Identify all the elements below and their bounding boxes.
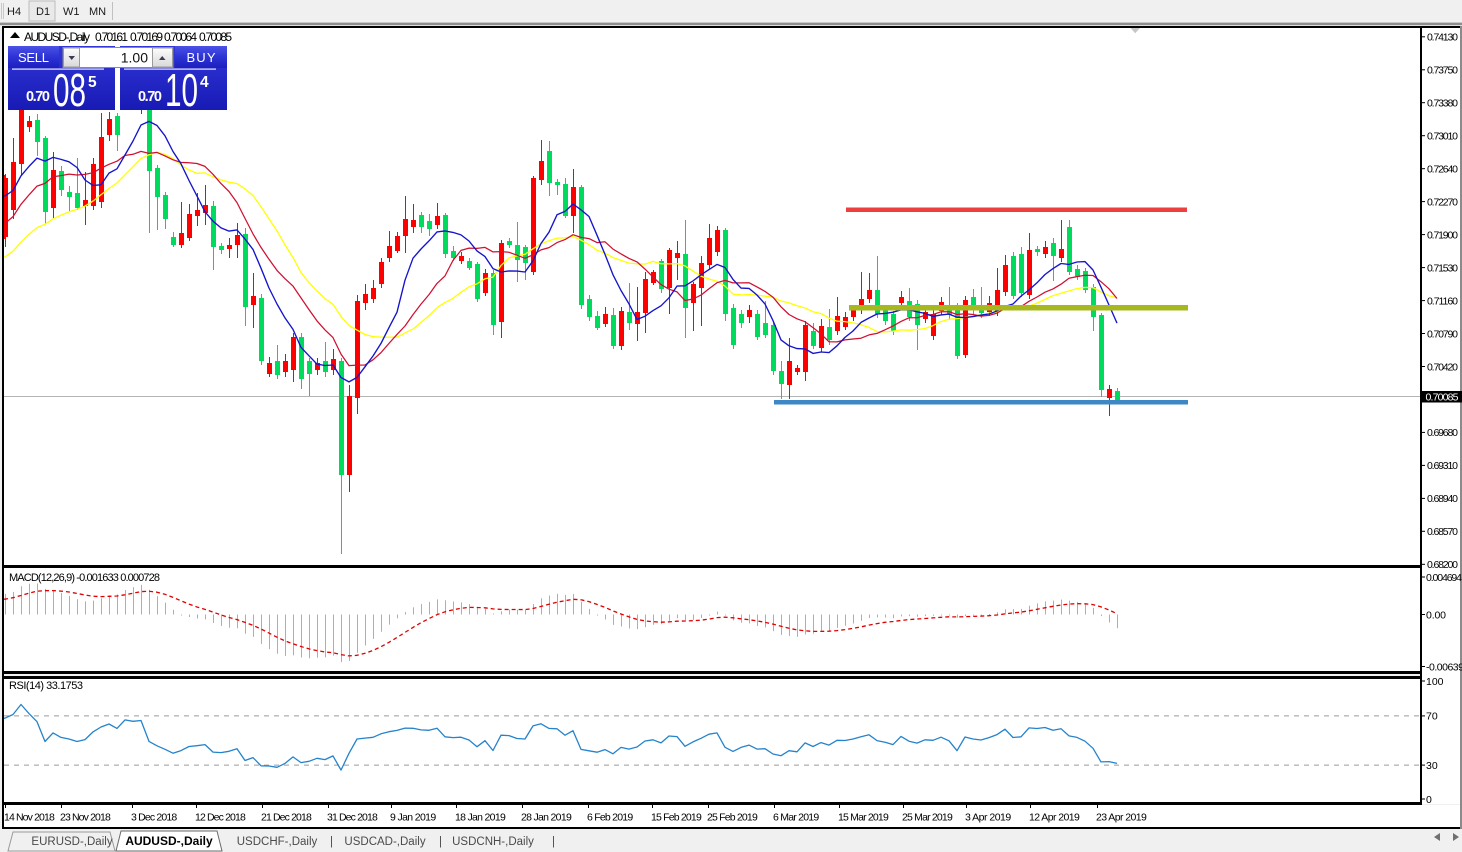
- svg-text:0.71530: 0.71530: [1427, 262, 1458, 274]
- svg-text:0.70161: 0.70161: [95, 30, 128, 44]
- svg-text:5: 5: [88, 74, 97, 91]
- svg-text:0.70169: 0.70169: [130, 30, 163, 44]
- svg-text:0.69310: 0.69310: [1427, 460, 1458, 472]
- svg-text:0.68940: 0.68940: [1427, 493, 1458, 505]
- svg-text:0.74130: 0.74130: [1427, 32, 1458, 44]
- svg-text:BUY: BUY: [187, 50, 216, 65]
- svg-text:-0.00639: -0.00639: [1426, 661, 1462, 673]
- svg-text:AUDUSD-,Daily: AUDUSD-,Daily: [125, 834, 213, 848]
- svg-text:15 Feb 2019: 15 Feb 2019: [651, 812, 702, 824]
- svg-text:08: 08: [53, 64, 86, 116]
- svg-text:23 Nov 2018: 23 Nov 2018: [60, 812, 111, 824]
- svg-text:15 Mar 2019: 15 Mar 2019: [838, 812, 889, 824]
- svg-text:4: 4: [200, 74, 209, 91]
- svg-text:25 Mar 2019: 25 Mar 2019: [902, 812, 953, 824]
- svg-text:1.00: 1.00: [121, 50, 148, 66]
- svg-text:0.68200: 0.68200: [1427, 559, 1458, 571]
- svg-text:0.69680: 0.69680: [1427, 427, 1458, 439]
- svg-text:0.72270: 0.72270: [1427, 196, 1458, 208]
- svg-text:23 Apr 2019: 23 Apr 2019: [1096, 812, 1147, 824]
- svg-text:0.71160: 0.71160: [1427, 295, 1458, 307]
- svg-text:0.70064: 0.70064: [164, 30, 197, 44]
- svg-text:USDCAD-,Daily: USDCAD-,Daily: [344, 836, 425, 848]
- svg-text:0.70790: 0.70790: [1427, 328, 1458, 340]
- svg-text:12 Apr 2019: 12 Apr 2019: [1029, 812, 1080, 824]
- svg-text:70: 70: [1426, 711, 1438, 723]
- svg-text:0.73750: 0.73750: [1427, 65, 1458, 77]
- svg-text:0.70: 0.70: [138, 89, 162, 105]
- svg-text:18 Jan 2019: 18 Jan 2019: [455, 812, 506, 824]
- svg-text:31 Dec 2018: 31 Dec 2018: [327, 812, 378, 824]
- svg-text:0.00: 0.00: [1426, 609, 1446, 621]
- svg-text:|: |: [330, 836, 333, 848]
- svg-text:6 Mar 2019: 6 Mar 2019: [773, 812, 819, 824]
- svg-text:MACD(12,26,9) -0.001633 0.0007: MACD(12,26,9) -0.001633 0.000728: [9, 572, 160, 584]
- svg-text:0.70420: 0.70420: [1427, 361, 1458, 373]
- svg-text:0.68570: 0.68570: [1427, 526, 1458, 538]
- svg-text:USDCHF-,Daily: USDCHF-,Daily: [237, 836, 318, 848]
- svg-text:EURUSD-,Daily: EURUSD-,Daily: [31, 836, 112, 848]
- svg-text:10: 10: [165, 64, 198, 116]
- svg-text:14 Nov 2018: 14 Nov 2018: [4, 812, 55, 824]
- svg-text:28 Jan 2019: 28 Jan 2019: [521, 812, 572, 824]
- svg-text:AUDUSD-,Daily: AUDUSD-,Daily: [24, 30, 90, 44]
- svg-text:0.70: 0.70: [26, 89, 50, 105]
- svg-text:30: 30: [1426, 760, 1438, 772]
- svg-text:SELL: SELL: [18, 50, 49, 65]
- svg-text:9 Jan 2019: 9 Jan 2019: [390, 812, 436, 824]
- svg-text:MN: MN: [89, 6, 106, 18]
- svg-text:|: |: [552, 836, 555, 848]
- svg-text:W1: W1: [63, 6, 80, 18]
- svg-text:3 Apr 2019: 3 Apr 2019: [965, 812, 1011, 824]
- svg-text:D1: D1: [36, 6, 50, 18]
- svg-text:0.004694: 0.004694: [1426, 572, 1462, 584]
- svg-text:21 Dec 2018: 21 Dec 2018: [261, 812, 312, 824]
- svg-text:0.72640: 0.72640: [1427, 164, 1458, 176]
- svg-text:H4: H4: [7, 6, 21, 18]
- svg-text:RSI(14) 33.1753: RSI(14) 33.1753: [9, 680, 83, 692]
- svg-text:0.70085: 0.70085: [199, 30, 232, 44]
- svg-text:0.70085: 0.70085: [1426, 392, 1459, 404]
- svg-text:3 Dec 2018: 3 Dec 2018: [131, 812, 177, 824]
- svg-text:25 Feb 2019: 25 Feb 2019: [707, 812, 758, 824]
- svg-text:6 Feb 2019: 6 Feb 2019: [587, 812, 633, 824]
- svg-text:100: 100: [1426, 676, 1444, 688]
- svg-text:0.73010: 0.73010: [1427, 131, 1458, 143]
- svg-text:12 Dec 2018: 12 Dec 2018: [195, 812, 246, 824]
- svg-text:0.71900: 0.71900: [1427, 229, 1458, 241]
- svg-text:|: |: [439, 836, 442, 848]
- svg-text:USDCNH-,Daily: USDCNH-,Daily: [452, 836, 534, 848]
- svg-text:0: 0: [1426, 794, 1432, 806]
- svg-text:0.73380: 0.73380: [1427, 98, 1458, 110]
